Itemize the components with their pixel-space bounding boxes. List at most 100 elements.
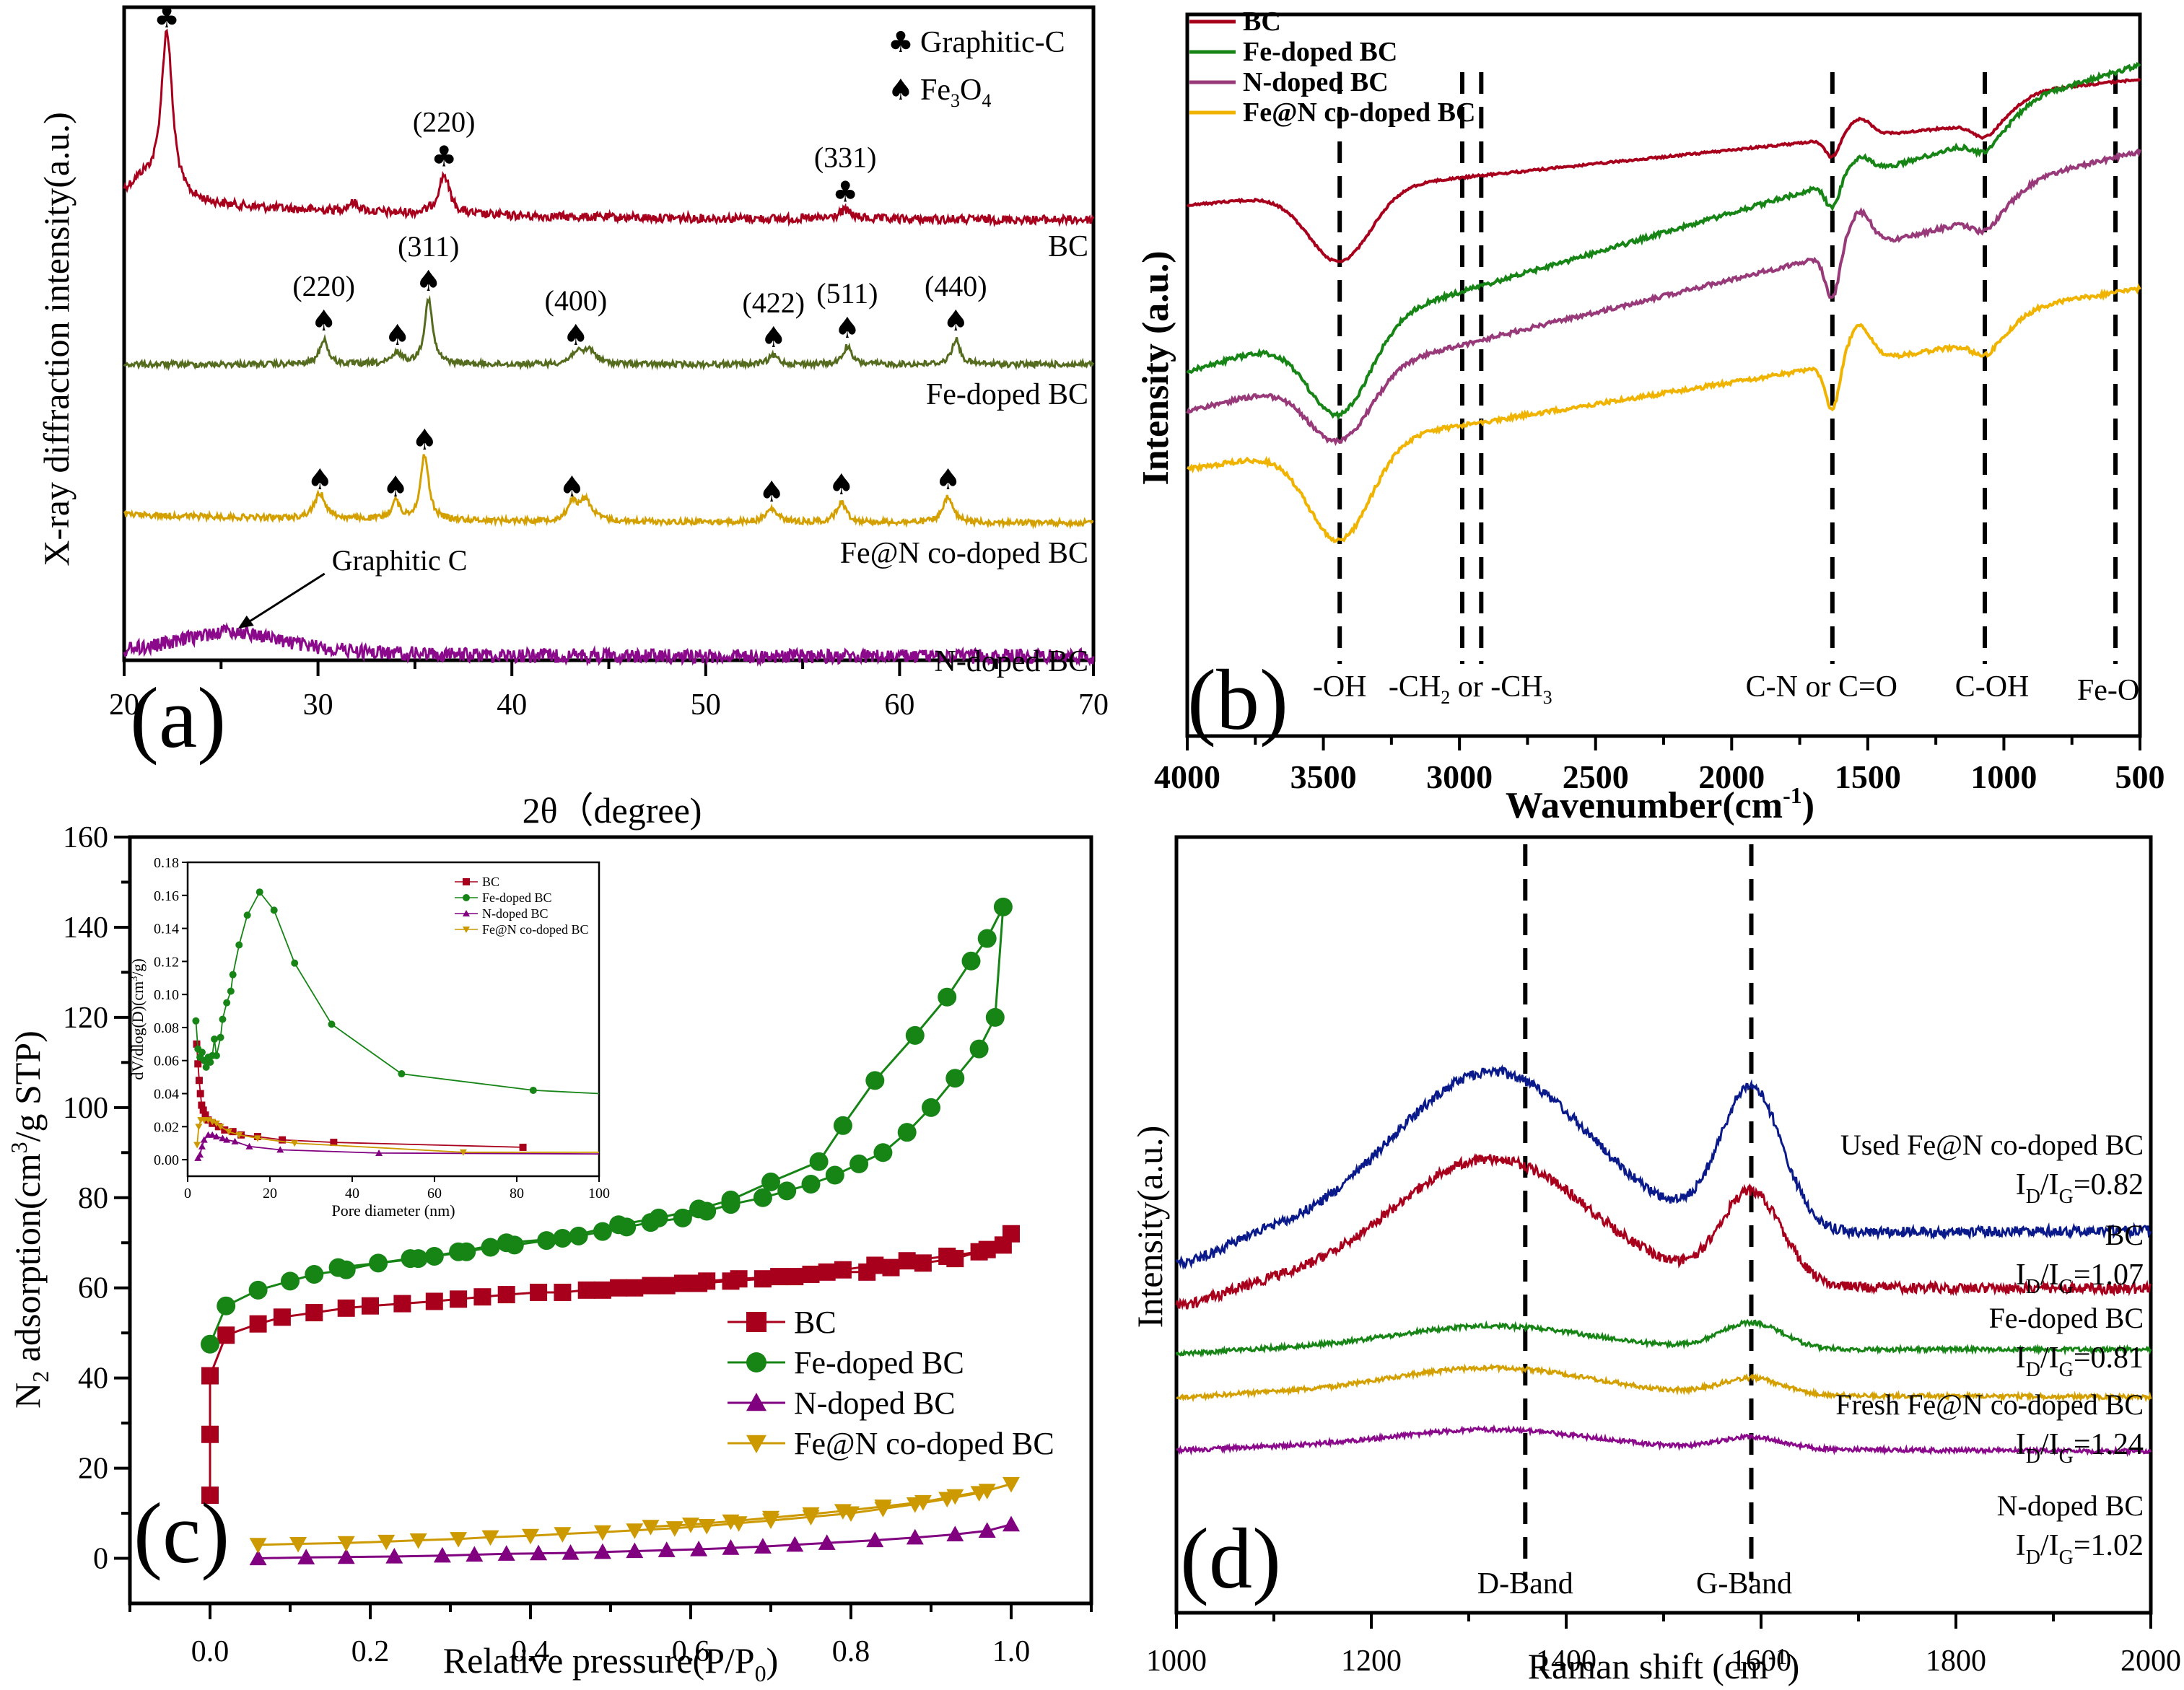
y-tick-label: 60 xyxy=(78,1272,108,1305)
legend-label-bc: BC xyxy=(1243,6,1281,37)
inset-frame xyxy=(186,861,600,1178)
inset-data-point xyxy=(209,1118,217,1126)
data-point xyxy=(433,1546,451,1563)
data-point xyxy=(802,1265,820,1283)
data-point xyxy=(642,1520,660,1536)
data-point xyxy=(978,1240,996,1258)
data-point xyxy=(722,1539,740,1555)
club-icon: ♣ xyxy=(154,1,180,35)
inset-data-point xyxy=(212,1133,220,1140)
data-point xyxy=(834,1261,852,1279)
inset-data-point xyxy=(270,906,278,914)
y-tick-label: 80 xyxy=(78,1182,108,1215)
inset-y-tick-label: 0.12 xyxy=(154,954,179,970)
inset-data-point xyxy=(196,1151,204,1158)
data-point xyxy=(577,1281,595,1299)
inset-data-point xyxy=(245,1142,253,1150)
ratio-label-part: G xyxy=(2059,1546,2074,1569)
inset-y-label-part: /g) xyxy=(128,958,147,976)
inset-data-point xyxy=(223,999,231,1007)
legend-marker-fe-doped-bc xyxy=(746,1352,766,1372)
data-point xyxy=(658,1277,676,1295)
ratio-label-part: =0.82 xyxy=(2074,1168,2144,1201)
ratio-label-part: =1.02 xyxy=(2074,1529,2144,1562)
inset-y-tick-label: 0.08 xyxy=(154,1020,179,1036)
data-point xyxy=(626,1542,644,1559)
ratio-label-part: D xyxy=(2026,1546,2040,1569)
data-point xyxy=(762,1510,779,1527)
data-point xyxy=(698,1518,716,1535)
spade-icon: ♠ xyxy=(311,305,337,338)
data-point xyxy=(248,1280,268,1300)
data-point xyxy=(882,1258,900,1277)
ratio-label-part: I xyxy=(2016,1341,2026,1375)
inset-legend-marker-fe-doped-bc xyxy=(463,894,470,901)
x-tick-label: 1500 xyxy=(1835,758,1901,795)
peak-label: (220) xyxy=(413,105,476,138)
inset-y-label-part: dV/dlog(D)(cm xyxy=(128,981,147,1080)
inset-x-label: Pore diameter (nm) xyxy=(331,1201,455,1220)
data-point xyxy=(337,1536,355,1552)
x-tick-label: 30 xyxy=(303,688,333,722)
panel-a-annotations: ♣(111)♣(220)♣(331)♠(220)♠♠(311)♠(400)♠(4… xyxy=(154,1,987,629)
series-line-bc xyxy=(1175,1152,2152,1310)
legend-marker-bc xyxy=(746,1312,766,1332)
ratio-label-part: D xyxy=(2026,1276,2040,1298)
inset-x-tick-label: 80 xyxy=(510,1186,524,1201)
data-point xyxy=(626,1523,644,1539)
data-point xyxy=(593,1222,612,1241)
inset-data-point xyxy=(253,1135,261,1142)
panel-b-label: (b) xyxy=(1187,652,1288,748)
x-tick-label: 1.0 xyxy=(992,1635,1031,1668)
data-point xyxy=(1003,1515,1020,1532)
ratio-label-part: I xyxy=(2016,1258,2026,1292)
data-point xyxy=(409,1533,427,1549)
inset-legend-label-fe-n-co-doped-bc: Fe@N co-doped BC xyxy=(482,922,589,937)
inset-x-tick-label: 0 xyxy=(184,1186,191,1201)
x-tick-label: 3500 xyxy=(1290,758,1357,795)
inset-data-point xyxy=(195,1124,203,1131)
panel-a-y-label: X-ray diffraction intensity(a.u.) xyxy=(36,112,77,566)
panel-d-series xyxy=(1175,1064,2152,1458)
data-point xyxy=(424,1246,444,1266)
x-tick-label: 1000 xyxy=(1970,758,2037,795)
data-point xyxy=(866,1531,884,1548)
data-point xyxy=(905,1025,925,1045)
x-tick-label: 500 xyxy=(2115,758,2165,795)
series-label-bc: BC xyxy=(1048,230,1088,263)
data-point xyxy=(818,1263,836,1281)
data-point xyxy=(393,1295,411,1313)
annotation-graphitic-c: Graphitic C xyxy=(332,544,468,577)
arrow-icon xyxy=(244,572,326,626)
peak-label: (311) xyxy=(398,230,459,263)
series-label-fe-doped-bc: Fe-doped BC xyxy=(1989,1302,2144,1334)
inset-data-point xyxy=(202,1063,210,1071)
data-point xyxy=(922,1098,940,1117)
data-point xyxy=(610,1279,628,1297)
data-point xyxy=(1003,1225,1020,1243)
data-point xyxy=(522,1528,539,1545)
peak-label: (220) xyxy=(292,270,355,302)
panel-d-x-label: Raman shift (cm-1) xyxy=(1528,1643,1800,1686)
inset-data-point xyxy=(276,1146,284,1153)
panel-b-series xyxy=(1186,61,2141,543)
ratio-label-n-doped-bc: ID/IG=1.02 xyxy=(2016,1529,2144,1569)
series-line-bc xyxy=(123,28,1095,227)
ratio-label-part: =1.07 xyxy=(2074,1258,2144,1292)
annotation-cn-co: C-N or C=O xyxy=(1746,670,1897,704)
series-line-used-fe-n-co-doped-bc xyxy=(1175,1064,2152,1270)
y-tick-label: 20 xyxy=(78,1453,108,1486)
spade-icon: ♠ xyxy=(411,424,437,457)
y-tick-label: 140 xyxy=(63,911,108,945)
data-point xyxy=(873,1143,893,1163)
y-tick-label: 0 xyxy=(93,1543,108,1576)
data-point xyxy=(201,1367,219,1385)
y-tick-label: 160 xyxy=(63,821,108,854)
data-point xyxy=(978,1484,996,1499)
inset-data-point xyxy=(255,888,263,896)
panel-d-series-labels: Used Fe@N co-doped BCID/IG=0.82BCID/IG=1… xyxy=(1835,1129,2144,1569)
data-point xyxy=(593,1281,611,1299)
series-line-bc xyxy=(1186,77,2141,263)
data-point xyxy=(786,1268,804,1286)
